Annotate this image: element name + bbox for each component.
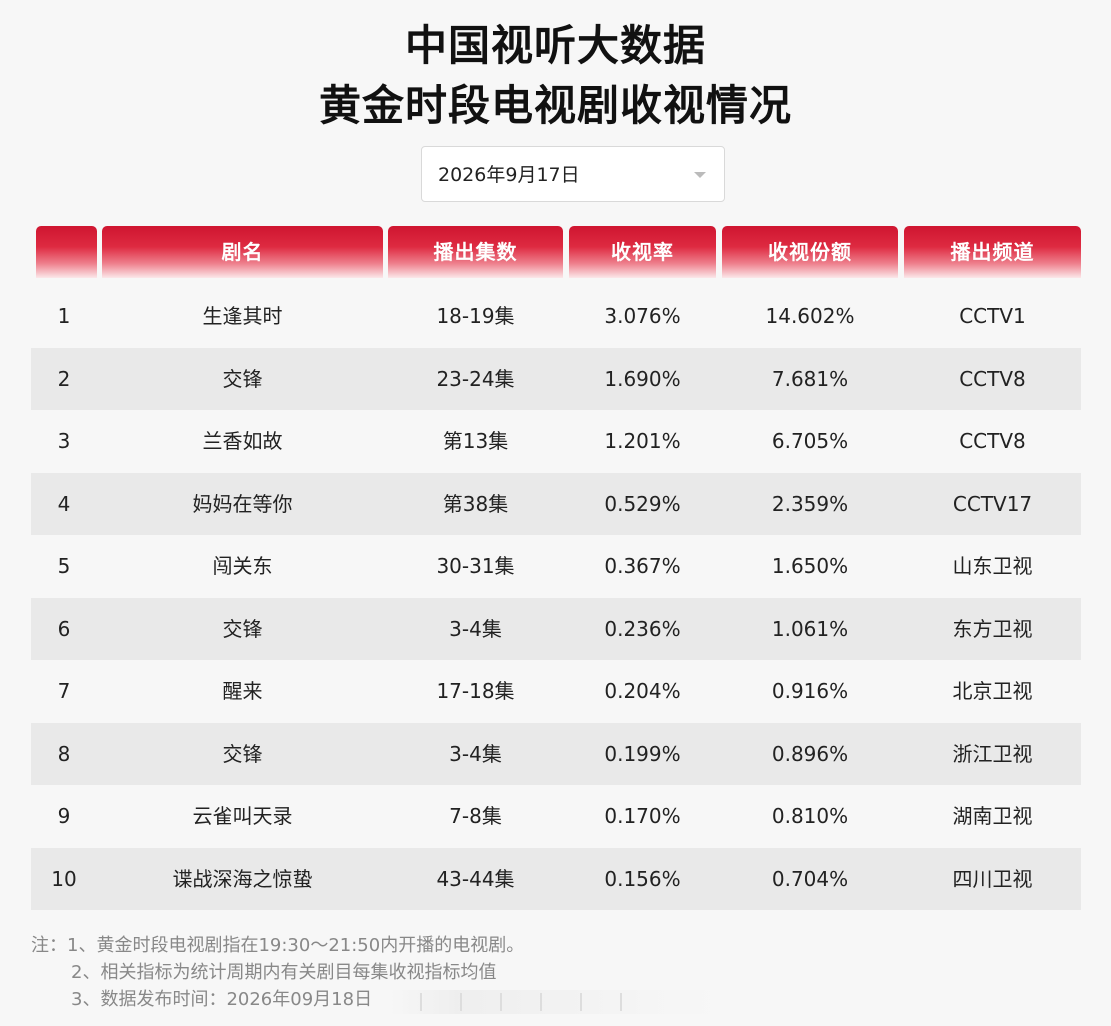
cell-share: 0.810%: [771, 804, 849, 828]
cell-rating: 0.156%: [604, 866, 681, 891]
cell-channel: CCTV1: [959, 304, 1026, 328]
watermark-overlay: [390, 990, 720, 1014]
cell-channel: 山东卫视: [952, 554, 1033, 578]
cell-name: 醒来: [222, 679, 263, 703]
table-row: 2 交锋 23-24集 1.690% 7.681% CCTV8: [31, 347, 1081, 410]
cell-episodes: 17-18集: [436, 679, 515, 703]
cell-share: 0.704%: [771, 866, 849, 891]
cell-rank: 9: [57, 804, 71, 828]
footnote-3: 3、数据发布时间：2026年09月18日: [71, 989, 373, 1010]
cell-share: 0.916%: [771, 679, 849, 703]
cell-name: 交锋: [222, 366, 263, 391]
cell-episodes: 3-4集: [449, 616, 502, 641]
cell-rating: 0.204%: [604, 679, 681, 703]
cell-episodes: 第38集: [442, 491, 509, 516]
date-select-value: 2026年9月17日: [438, 164, 580, 186]
cell-name: 云雀叫天录: [192, 804, 293, 828]
cell-rank: 8: [57, 741, 71, 766]
cell-episodes: 3-4集: [449, 741, 502, 766]
cell-name: 兰香如故: [202, 429, 283, 453]
cell-rank: 7: [57, 679, 71, 703]
cell-rank: 5: [57, 554, 71, 578]
table-row: 4 妈妈在等你 第38集 0.529% 2.359% CCTV17: [31, 472, 1081, 535]
cell-share: 6.705%: [771, 429, 849, 453]
table-row: 5 闯关东 30-31集 0.367% 1.650% 山东卫视: [31, 535, 1081, 597]
table-row: 7 醒来 17-18集 0.204% 0.916% 北京卫视: [31, 660, 1081, 722]
cell-name: 闯关东: [212, 554, 273, 578]
cell-name: 谍战深海之惊蛰: [172, 866, 313, 891]
cell-name: 交锋: [222, 616, 263, 641]
cell-episodes: 23-24集: [436, 366, 515, 391]
table-row: 3 兰香如故 第13集 1.201% 6.705% CCTV8: [31, 410, 1081, 472]
cell-rating: 0.170%: [604, 804, 681, 828]
cell-rating: 0.236%: [604, 616, 681, 641]
cell-channel: 四川卫视: [952, 866, 1033, 891]
cell-rank: 2: [57, 366, 71, 391]
header-rank: [36, 226, 97, 278]
cell-share: 1.650%: [771, 554, 849, 578]
page-subtitle: 黄金时段电视剧收视情况: [318, 81, 792, 130]
cell-name: 妈妈在等你: [192, 491, 293, 516]
cell-channel: 湖南卫视: [952, 804, 1033, 828]
table-row: 9 云雀叫天录 7-8集 0.170% 0.810% 湖南卫视: [31, 785, 1081, 847]
page-title: 中国视听大数据: [404, 21, 706, 70]
cell-episodes: 7-8集: [449, 804, 502, 828]
cell-channel: 北京卫视: [952, 679, 1033, 703]
chevron-down-icon: [694, 172, 706, 178]
cell-share: 14.602%: [765, 304, 855, 328]
cell-rating: 1.690%: [604, 366, 681, 391]
footnotes: 注：1、黄金时段电视剧指在19:30～21:50内开播的电视剧。 2、相关指标为…: [31, 932, 524, 1013]
cell-episodes: 30-31集: [436, 554, 515, 578]
table-row: 1 生逢其时 18-19集 3.076% 14.602% CCTV1: [31, 285, 1081, 347]
cell-rating: 0.199%: [604, 741, 681, 766]
header-episodes: 播出集数: [388, 226, 563, 278]
cell-share: 2.359%: [771, 491, 849, 516]
cell-rank: 6: [57, 616, 71, 641]
cell-name: 交锋: [222, 741, 263, 766]
cell-channel: CCTV8: [959, 429, 1026, 453]
table-row: 6 交锋 3-4集 0.236% 1.061% 东方卫视: [31, 597, 1081, 660]
cell-channel: CCTV8: [959, 366, 1026, 391]
cell-rating: 3.076%: [604, 304, 681, 328]
header-channel: 播出频道: [904, 226, 1081, 278]
header-rating: 收视率: [569, 226, 716, 278]
table-row: 10 谍战深海之惊蛰 43-44集 0.156% 0.704% 四川卫视: [31, 847, 1081, 910]
table-row: 8 交锋 3-4集 0.199% 0.896% 浙江卫视: [31, 722, 1081, 785]
cell-rating: 1.201%: [604, 429, 681, 453]
cell-rating: 0.367%: [604, 554, 681, 578]
footnote-1: 注：1、黄金时段电视剧指在19:30～21:50内开播的电视剧。: [31, 935, 525, 956]
cell-rank: 10: [51, 866, 77, 891]
header-share: 收视份额: [722, 226, 898, 278]
cell-rank: 3: [57, 429, 71, 453]
date-select[interactable]: 2026年9月17日: [421, 146, 725, 202]
cell-episodes: 第13集: [442, 429, 509, 453]
cell-rank: 4: [57, 491, 71, 516]
cell-channel: 浙江卫视: [952, 741, 1033, 766]
cell-share: 1.061%: [771, 616, 849, 641]
header-name: 剧名: [102, 226, 383, 278]
cell-share: 0.896%: [771, 741, 849, 766]
cell-channel: CCTV17: [952, 491, 1033, 516]
table-header: 剧名 播出集数 收视率 收视份额 播出频道: [0, 226, 1111, 278]
cell-rating: 0.529%: [604, 491, 681, 516]
cell-name: 生逢其时: [202, 304, 283, 328]
cell-episodes: 43-44集: [436, 866, 515, 891]
footnote-2: 2、相关指标为统计周期内有关剧目每集收视指标均值: [71, 962, 497, 983]
cell-episodes: 18-19集: [436, 304, 515, 328]
cell-channel: 东方卫视: [952, 616, 1033, 641]
cell-share: 7.681%: [771, 366, 849, 391]
cell-rank: 1: [57, 304, 71, 328]
